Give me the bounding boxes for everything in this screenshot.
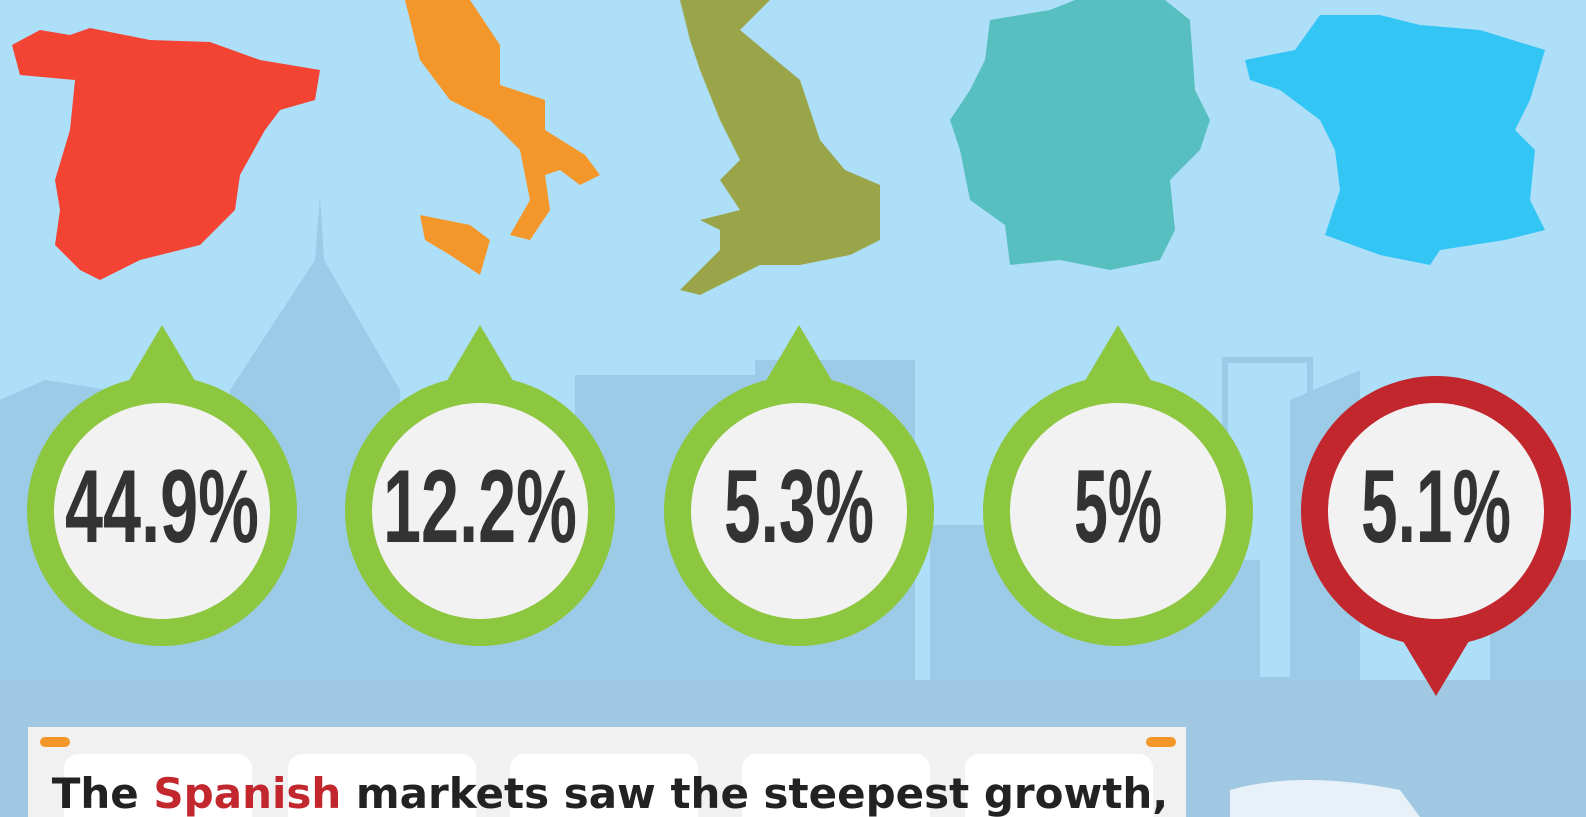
decor	[1146, 737, 1176, 747]
badge: 44.9%	[27, 325, 297, 646]
badge: 5.3%	[664, 325, 934, 646]
decor	[40, 737, 70, 747]
caption: The Spanish markets saw the steepest gro…	[52, 769, 1168, 817]
badge-face	[1010, 403, 1226, 619]
map-spain	[12, 28, 320, 280]
badge: 5.1%	[1301, 376, 1571, 696]
caption-part: The	[52, 769, 139, 817]
badge: 12.2%	[345, 325, 615, 646]
caption-tabs	[64, 754, 1153, 817]
badge-face	[54, 403, 270, 619]
map-germany	[950, 0, 1210, 270]
map-italy	[405, 0, 600, 275]
badge-label: 44.9%	[65, 449, 259, 565]
caption-highlight: Spanish	[153, 769, 341, 817]
badge-label: 12.2%	[383, 449, 577, 565]
badge: 5%	[983, 325, 1253, 646]
map-france	[1245, 15, 1545, 265]
badges: 44.9% 12.2% 5.3% 5% 5.1%	[27, 325, 1571, 696]
badge-label: 5%	[1074, 449, 1162, 565]
map-uk	[680, 0, 880, 295]
badge-face	[691, 403, 907, 619]
badge-label: 5.3%	[724, 449, 874, 565]
decor	[1230, 780, 1420, 817]
badge-label: 5.1%	[1361, 449, 1511, 565]
badge-face	[372, 403, 588, 619]
badge-face	[1328, 403, 1544, 619]
maps	[12, 0, 1545, 295]
caption-part: markets saw the steepest growth,	[356, 769, 1168, 817]
